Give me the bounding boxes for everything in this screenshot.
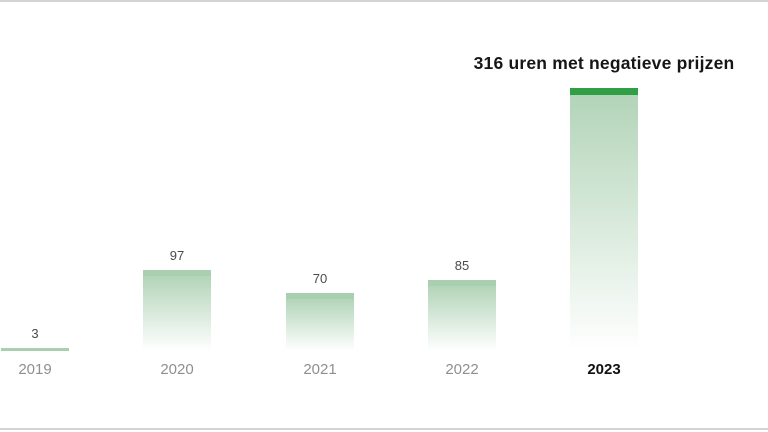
- bar-cap-2019: [1, 348, 69, 351]
- value-label-2021: 70: [312, 271, 328, 286]
- bar-2022: [428, 280, 496, 351]
- year-label-2021: 2021: [303, 361, 337, 378]
- year-label-2020: 2020: [160, 361, 194, 378]
- bar-cap-2022: [428, 280, 496, 286]
- bar-body-2020: [143, 276, 211, 351]
- bar-cap-2023: [570, 88, 638, 95]
- bar-body-2023: [570, 95, 638, 351]
- bar-2023: [570, 88, 638, 351]
- bar-cap-2020: [143, 270, 211, 276]
- value-label-2020: 97: [169, 248, 185, 263]
- year-label-2023: 2023: [587, 361, 621, 378]
- value-label-2019: 3: [31, 326, 39, 341]
- bar-body-2021: [286, 299, 354, 351]
- value-label-2022: 85: [454, 258, 470, 273]
- bar-2019: [1, 348, 69, 351]
- year-label-2022: 2022: [445, 361, 479, 378]
- bottom-rule: [0, 428, 768, 430]
- chart-title: 316 uren met negatieve prijzen: [473, 53, 735, 73]
- bar-2021: [286, 293, 354, 351]
- year-label-2019: 2019: [18, 361, 52, 378]
- top-rule: [0, 0, 768, 2]
- bar-cap-2021: [286, 293, 354, 299]
- bar-body-2022: [428, 286, 496, 351]
- bar-2020: [143, 270, 211, 351]
